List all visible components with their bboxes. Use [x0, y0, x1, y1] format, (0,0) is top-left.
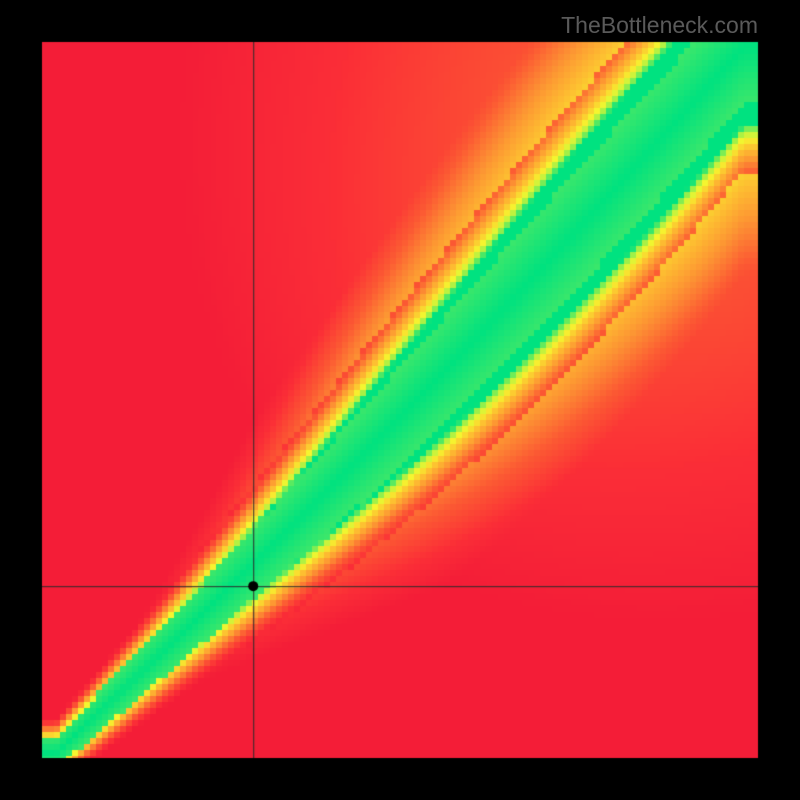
chart-container: TheBottleneck.com [0, 0, 800, 800]
bottleneck-heatmap [0, 0, 800, 800]
watermark-text: TheBottleneck.com [561, 12, 758, 39]
